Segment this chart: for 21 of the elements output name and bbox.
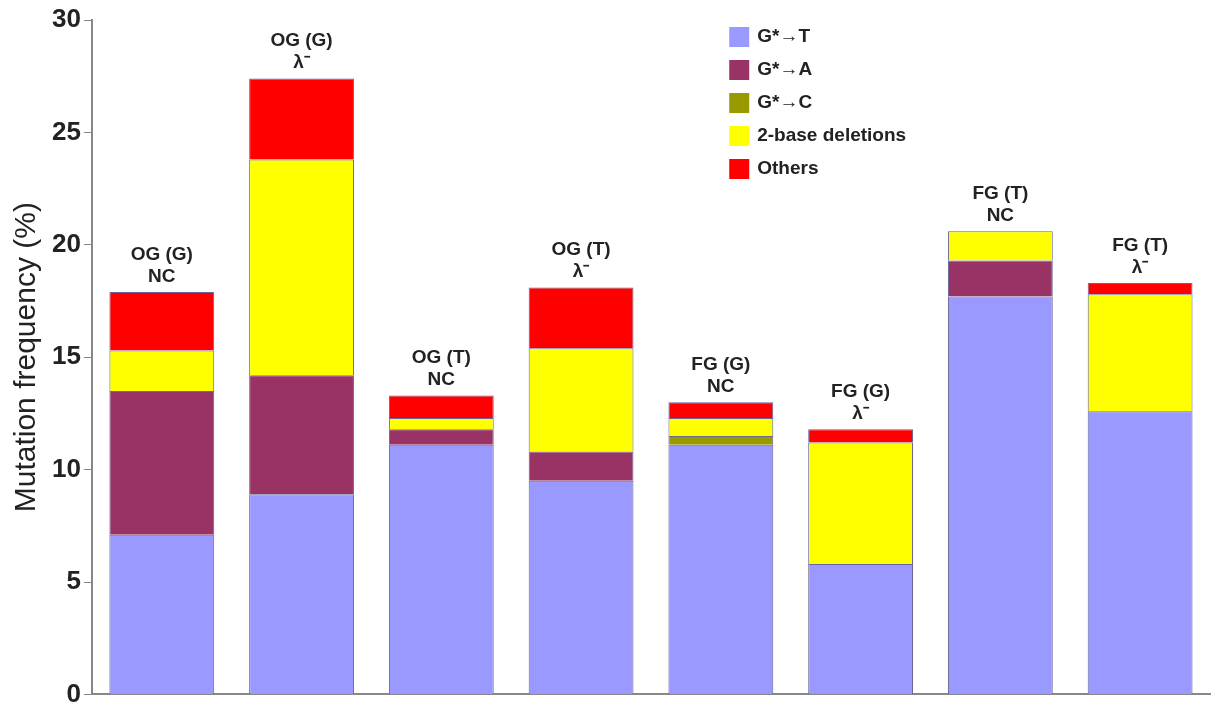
y-axis-title: Mutation frequency (%) [8, 202, 42, 513]
legend-label: G*→A [757, 58, 813, 80]
x-tick-label: OG (G) λ⁻ [270, 29, 333, 73]
x-tick-label: OG (T) λ⁻ [551, 238, 611, 282]
y-tick-label: 5 [66, 565, 81, 596]
legend-label: G*→T [757, 25, 811, 47]
x-tick-label: FG (T) λ⁻ [1112, 233, 1169, 277]
x-tick-label: FG (T) NC [972, 182, 1029, 226]
x-tick-label: FG (G) λ⁻ [831, 379, 891, 423]
legend-label: Others [757, 157, 819, 179]
y-tick-label: 25 [52, 115, 81, 146]
y-tick-label: 20 [52, 227, 81, 258]
y-tick-label: 30 [52, 3, 81, 34]
y-tick-label: 0 [66, 677, 81, 708]
y-tick-label: 15 [52, 340, 81, 371]
legend-label: 2-base deletions [757, 124, 907, 146]
legend-label: G*→C [757, 91, 813, 113]
x-tick-label: FG (G) NC [691, 352, 751, 396]
x-tick-label: OG (T) NC [411, 346, 471, 390]
x-tick-label: OG (G) NC [130, 242, 193, 286]
y-tick-label: 10 [52, 452, 81, 483]
